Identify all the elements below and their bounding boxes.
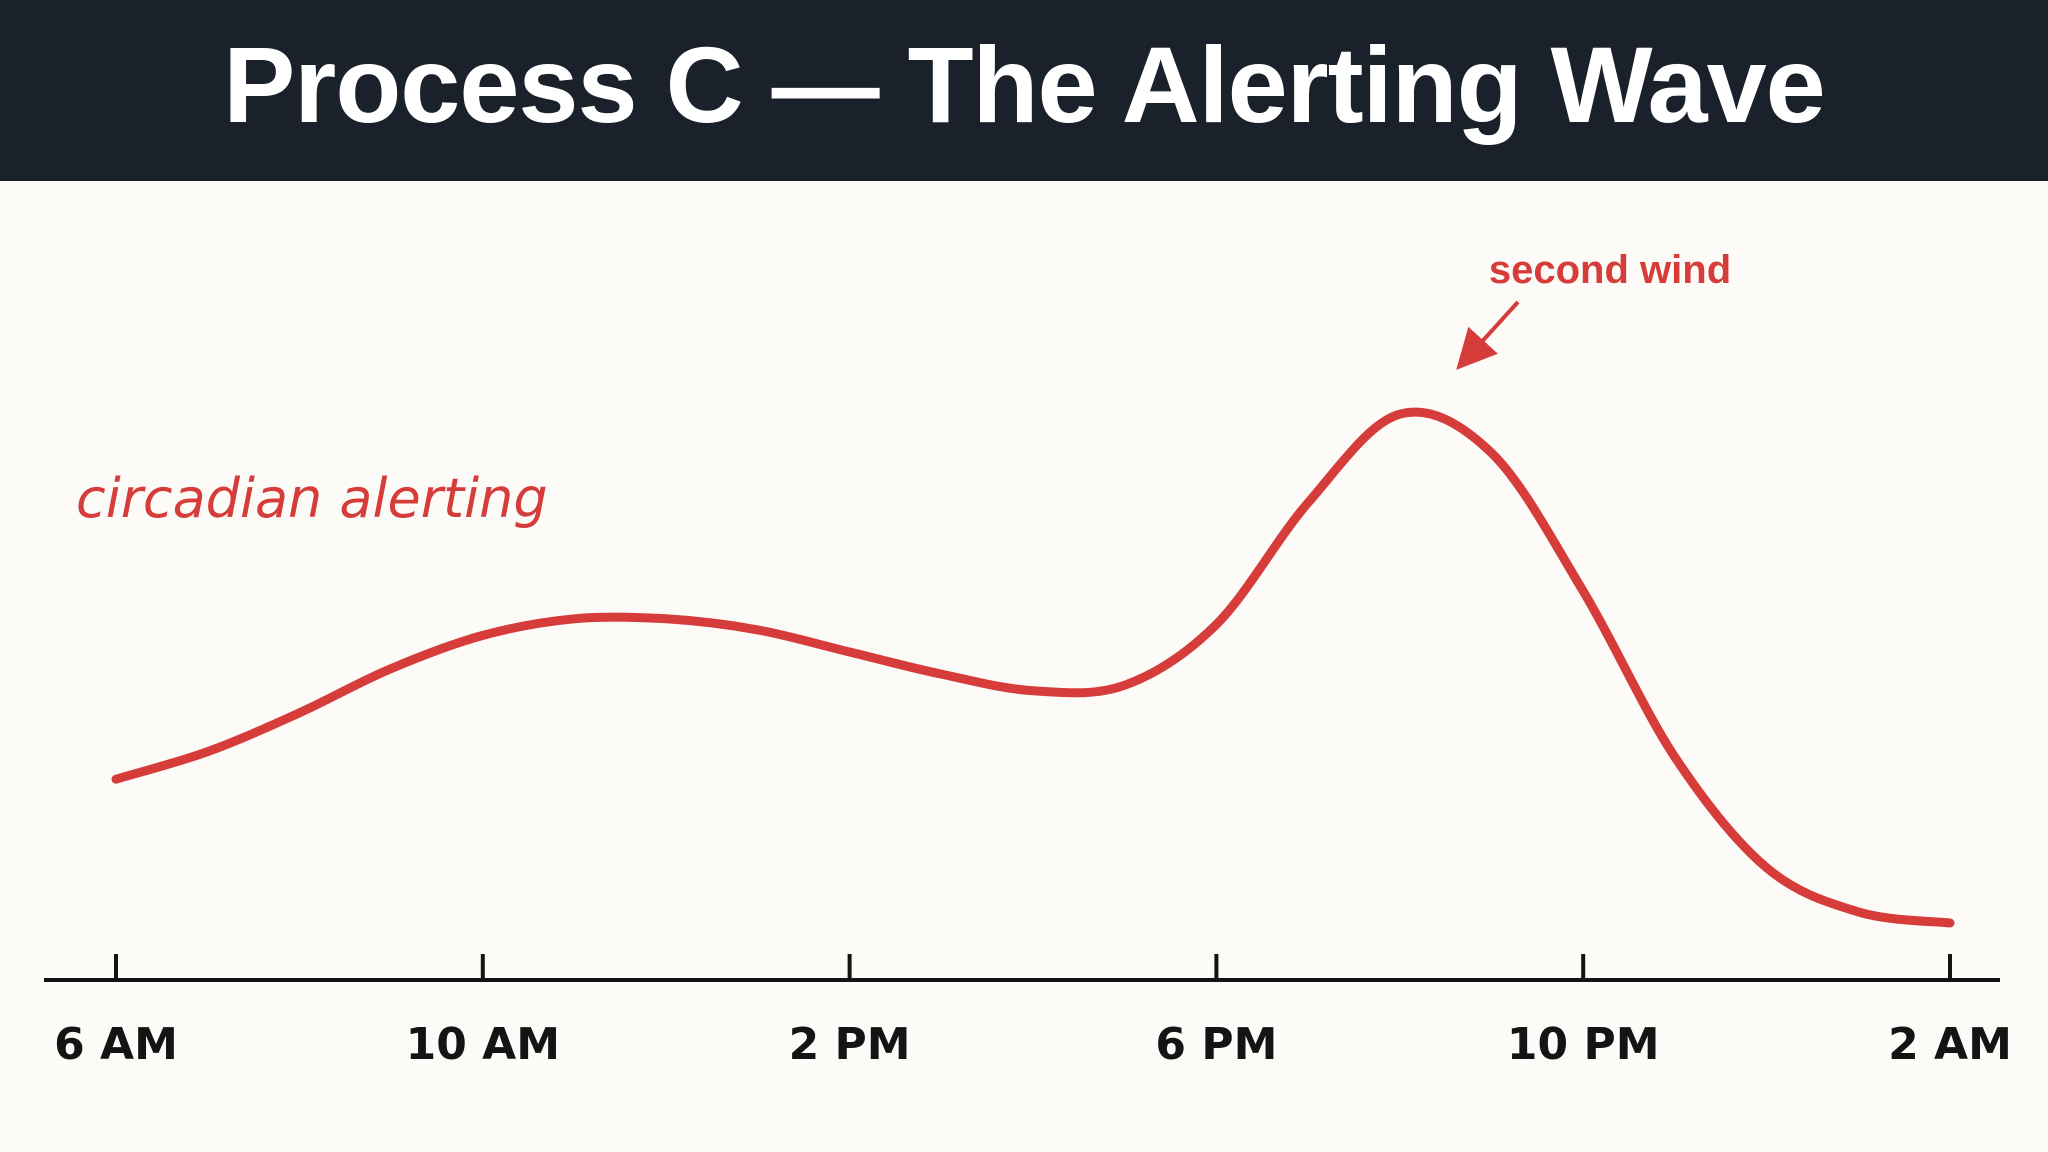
title-bar: Process C — The Alerting Wave bbox=[0, 0, 2048, 181]
chart-area: 6 AM 10 AM 2 PM 6 PM 10 PM 2 AM circadian ale… bbox=[44, 248, 2012, 1070]
chart-title: Process C — The Alerting Wave bbox=[223, 24, 1825, 145]
series-line bbox=[111, 407, 1955, 928]
x-tick-label: 6 PM bbox=[1155, 1019, 1277, 1070]
annotation-arrow bbox=[1456, 300, 1520, 370]
x-tick-label: 10 PM bbox=[1507, 1019, 1660, 1070]
x-tick-label: 6 AM bbox=[54, 1019, 178, 1070]
series-label: circadian alerting bbox=[76, 467, 548, 530]
x-tick-label: 2 PM bbox=[789, 1019, 911, 1070]
x-tick-label: 10 AM bbox=[406, 1019, 560, 1070]
x-tick-label: 2 AM bbox=[1888, 1019, 2012, 1070]
annotation-second-wind: second wind bbox=[1489, 248, 1731, 292]
